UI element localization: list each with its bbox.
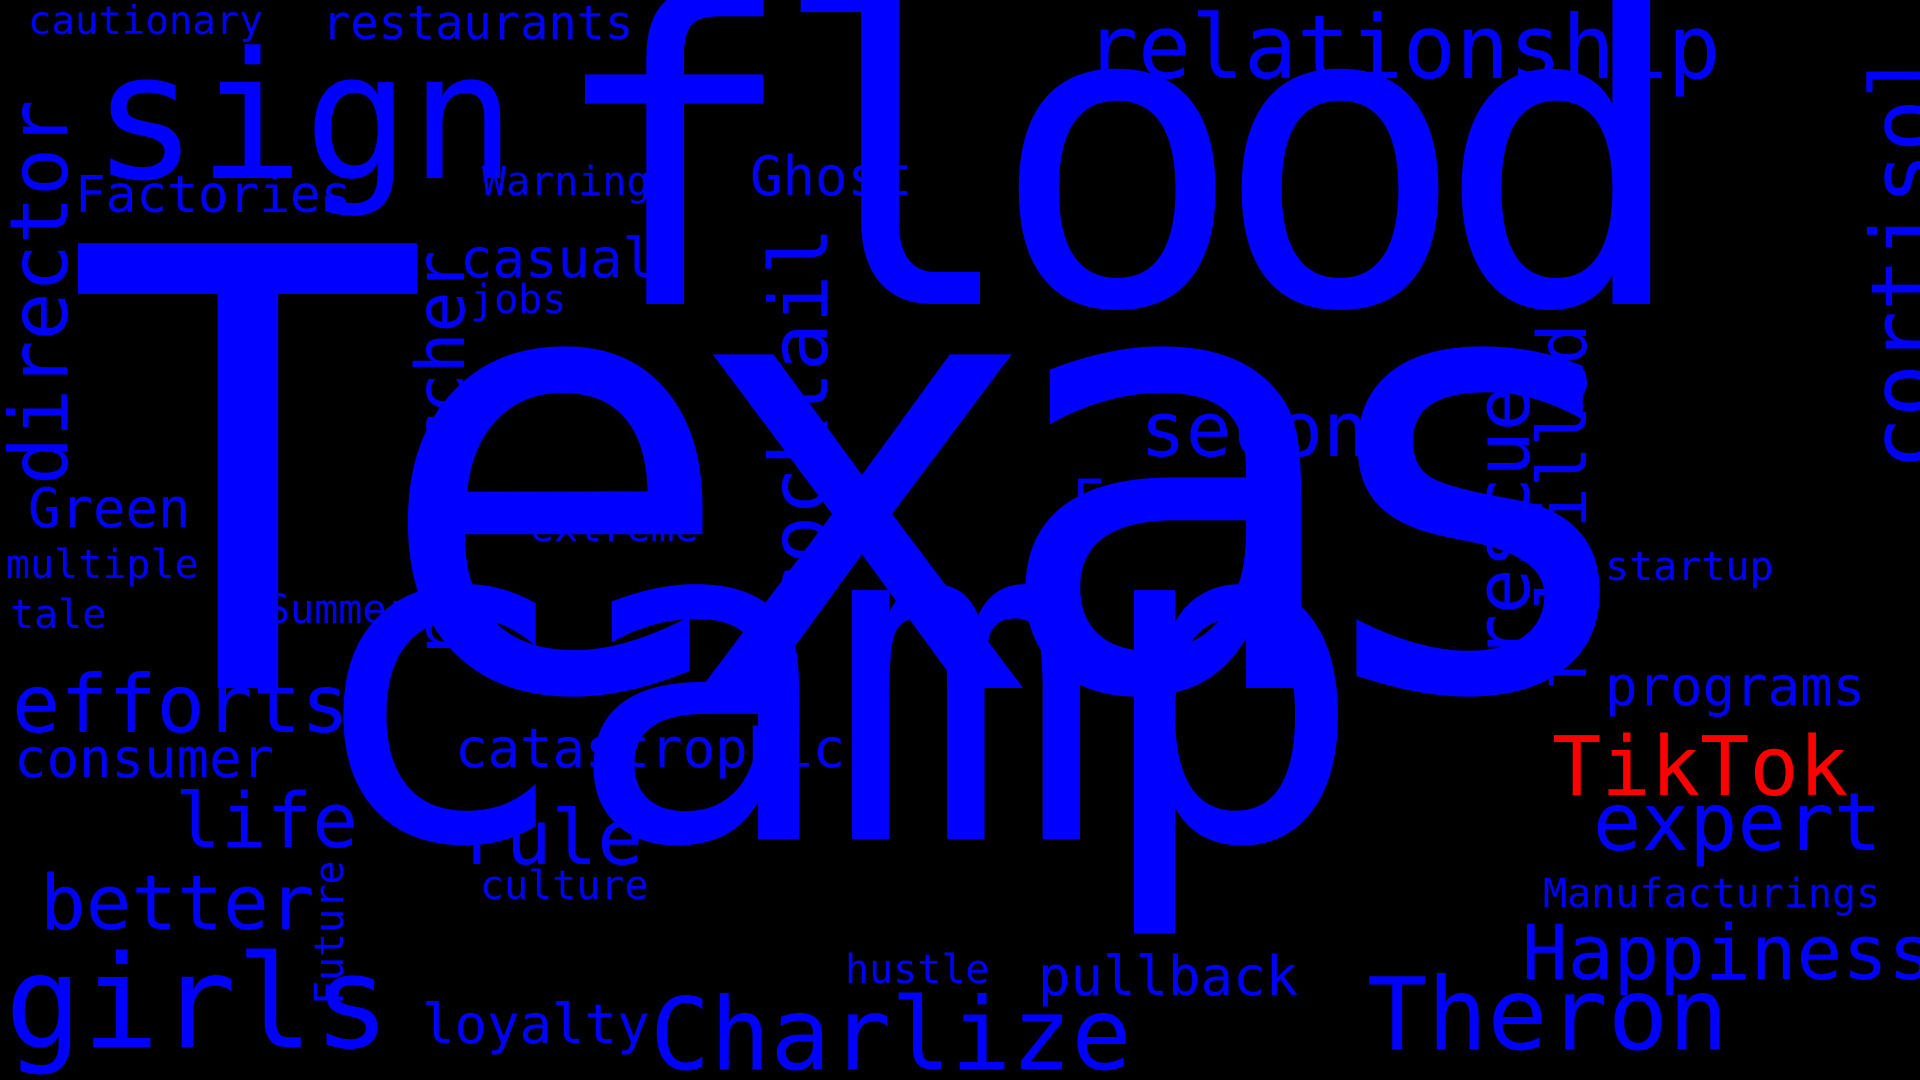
word-life: life — [175, 776, 359, 865]
word-rule: rule — [460, 793, 644, 882]
word-jobs: jobs — [470, 277, 567, 323]
word-director: director — [0, 99, 86, 485]
word-happiness: Happiness — [1522, 908, 1920, 997]
word-girls: girls — [5, 929, 391, 1078]
word-catastrophic: catastrophic — [455, 717, 846, 780]
word-ghost: Ghost — [750, 145, 913, 208]
word-flood: flood — [545, 0, 1689, 404]
word-relationship: relationship — [1085, 0, 1721, 99]
word-fulfilled: fulfilled — [1524, 323, 1603, 692]
word-restaurants: restaurants — [322, 0, 634, 51]
word-casual: casual — [460, 227, 656, 290]
word-culture: culture — [480, 863, 649, 909]
word-loyalty: loyalty — [422, 993, 650, 1056]
word-extreme: extreme — [530, 505, 699, 551]
word-researcher: researcher — [402, 250, 481, 660]
word-texas: Texas — [64, 122, 1660, 832]
word-manufacturings: Manufacturings — [1543, 871, 1881, 917]
word-consumer: consumer — [14, 727, 275, 790]
word-programs: programs — [1605, 655, 1866, 718]
word-sign: sign — [92, 15, 516, 220]
word-fast: Fast — [1072, 468, 1203, 531]
word-future: Future — [307, 860, 353, 1006]
word-warning: Warning — [482, 159, 651, 205]
word-cautionary: cautionary — [28, 0, 263, 44]
word-pullback: pullback — [1038, 945, 1299, 1008]
word-factories: Factories — [75, 166, 352, 225]
word-expert: expert — [1593, 776, 1882, 869]
word-camp: camp — [300, 418, 1366, 947]
word-multiple: multiple — [6, 542, 199, 588]
word-tale: tale — [10, 592, 107, 638]
word-cocktail: cocktail — [753, 226, 846, 612]
word-startup: startup — [1605, 544, 1774, 590]
word-tiktok: TikTok — [1552, 720, 1849, 815]
word-green: Green — [28, 477, 191, 540]
word-better: better — [40, 858, 315, 947]
word-hustle: hustle — [845, 947, 990, 993]
word-charlize: Charlize — [650, 976, 1132, 1080]
word-efforts: efforts — [12, 658, 350, 751]
word-theron: Theron — [1367, 956, 1729, 1073]
word-cortisol: cortisol — [1852, 46, 1920, 470]
word-summer: Summer — [266, 587, 411, 633]
word-second: second — [1140, 385, 1415, 474]
